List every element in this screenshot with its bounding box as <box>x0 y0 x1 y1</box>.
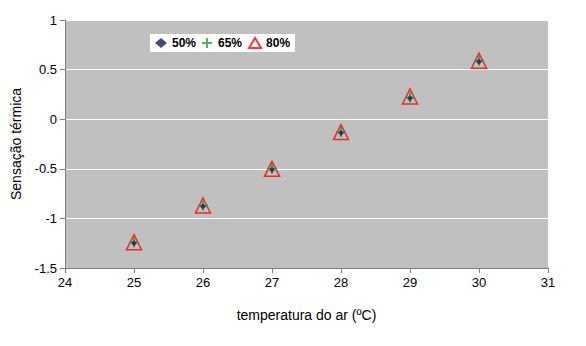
svg-text:30: 30 <box>472 275 486 290</box>
svg-text:1: 1 <box>50 13 57 28</box>
svg-text:-1: -1 <box>45 211 57 226</box>
svg-text:-0.5: -0.5 <box>35 161 57 176</box>
svg-text:0: 0 <box>50 112 57 127</box>
svg-text:27: 27 <box>265 275 279 290</box>
svg-text:25: 25 <box>127 275 141 290</box>
svg-text:24: 24 <box>58 275 72 290</box>
svg-text:Sensação térmica: Sensação térmica <box>8 88 24 200</box>
svg-text:29: 29 <box>403 275 417 290</box>
svg-text:26: 26 <box>196 275 210 290</box>
svg-text:65%: 65% <box>218 36 242 50</box>
svg-text:31: 31 <box>541 275 555 290</box>
svg-text:0.5: 0.5 <box>39 62 57 77</box>
svg-text:50%: 50% <box>172 36 196 50</box>
svg-text:28: 28 <box>334 275 348 290</box>
svg-text:-1.5: -1.5 <box>35 261 57 276</box>
svg-text:temperatura do ar (ºC): temperatura do ar (ºC) <box>237 307 377 323</box>
svg-text:80%: 80% <box>266 36 290 50</box>
